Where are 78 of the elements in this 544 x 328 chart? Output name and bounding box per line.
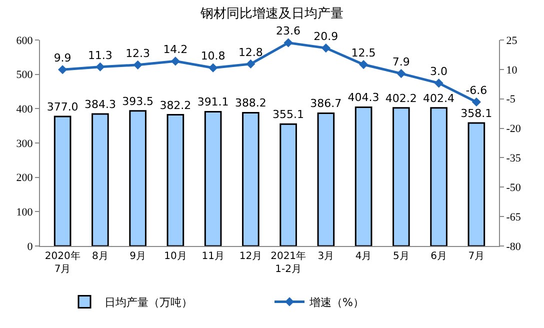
data-label: 20.9 [314,30,338,43]
data-label: 14.2 [163,43,188,56]
x-tick-label: 7月 [468,251,485,262]
x-tick-label: 10月 [164,251,187,262]
data-label: 355.1 [272,108,304,122]
legend-label: 增速（%） [308,296,364,309]
y-tick-label: 0 [27,240,34,253]
y2-tick-label: -35 [506,152,522,165]
point [246,59,256,68]
y-tick-label: 400 [16,104,34,116]
data-label: 12.5 [351,46,376,60]
bar [354,106,372,246]
x-tick-label: 3月 [318,251,334,262]
y2-tick-label: -65 [506,211,522,224]
point [96,62,105,72]
data-label: 391.1 [197,96,229,109]
data-label: 402.2 [385,92,417,105]
bar [54,116,72,246]
data-label: 12.3 [126,46,150,60]
bar [430,107,448,246]
y-tick-label: 500 [16,69,34,82]
data-label: 384.3 [84,98,116,112]
x-tick-label: 4月 [355,251,372,262]
data-label: 404.3 [348,91,380,104]
y2-tick-label: -20 [506,123,522,136]
x-tick-label: 5月 [392,251,410,262]
point [133,60,142,70]
y2-tick-label: 10 [506,64,518,76]
x-tick-label: 2021年 1-2月 [270,250,306,275]
y2-tick-label: -80 [506,240,522,253]
y2-tick-label: -5 [506,94,516,106]
y2-tick-label: 25 [506,34,518,47]
data-label: 358.1 [460,107,492,120]
y-tick-label: 600 [16,34,34,47]
data-label: 402.4 [423,92,455,105]
x-tick-label: 8月 [92,251,108,262]
data-label: 12.8 [238,46,263,59]
data-label: 3.0 [430,65,448,78]
point [321,43,330,53]
data-label: 386.7 [310,97,342,110]
data-label: 382.2 [160,98,192,112]
y2-tick-label: -50 [506,182,522,194]
x-tick-label: 9月 [130,251,146,262]
point [396,69,406,78]
x-tick-label: 11月 [202,251,224,262]
legend-label: 日均产量（万吨） [104,296,192,309]
x-tick-label: 6月 [430,251,447,262]
bar [317,112,335,246]
bar [166,114,184,246]
x-tick-label: 2020年 7月 [44,250,80,275]
point [208,63,218,72]
data-label: 10.8 [200,50,226,63]
point [284,38,293,48]
data-label: 9.9 [54,51,72,64]
bar [242,112,260,246]
data-label: 23.6 [276,24,301,38]
data-label: 11.3 [88,48,112,62]
chart-title: 钢材同比增速及日均产量 [200,6,344,22]
point [170,56,180,66]
point [472,97,481,107]
data-label: 7.9 [392,55,410,68]
bar [468,122,486,246]
y-tick-label: 100 [16,206,34,219]
bar [392,107,410,246]
data-label: 388.2 [234,96,266,110]
data-label: 393.5 [122,94,154,108]
x-tick-label: 12月 [239,251,262,262]
point [359,60,368,70]
data-label: 377.0 [46,100,78,114]
point [58,65,68,74]
y-tick-label: 200 [16,172,34,184]
y-tick-label: 300 [16,138,34,150]
bar [280,123,297,246]
point [434,78,444,88]
bar [129,110,146,246]
bar [92,113,109,246]
data-label: -6.6 [466,84,488,97]
bar [204,110,222,246]
